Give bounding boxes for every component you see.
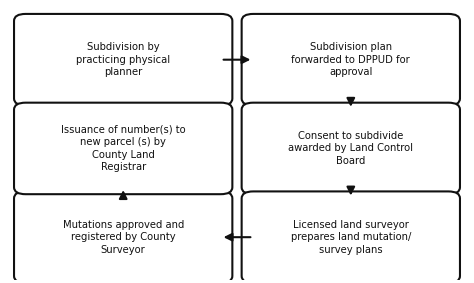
FancyBboxPatch shape	[242, 14, 460, 106]
FancyBboxPatch shape	[242, 103, 460, 194]
FancyBboxPatch shape	[14, 103, 232, 194]
Text: Subdivision by
practicing physical
planner: Subdivision by practicing physical plann…	[76, 42, 170, 77]
Text: Subdivision plan
forwarded to DPPUD for
approval: Subdivision plan forwarded to DPPUD for …	[292, 42, 410, 77]
FancyBboxPatch shape	[14, 14, 232, 106]
Text: Licensed land surveyor
prepares land mutation/
survey plans: Licensed land surveyor prepares land mut…	[291, 220, 411, 255]
Text: Mutations approved and
registered by County
Surveyor: Mutations approved and registered by Cou…	[63, 220, 184, 255]
Text: Consent to subdivide
awarded by Land Control
Board: Consent to subdivide awarded by Land Con…	[288, 131, 413, 166]
Text: Issuance of number(s) to
new parcel (s) by
County Land
Registrar: Issuance of number(s) to new parcel (s) …	[61, 125, 185, 172]
FancyBboxPatch shape	[242, 191, 460, 283]
FancyBboxPatch shape	[14, 191, 232, 283]
